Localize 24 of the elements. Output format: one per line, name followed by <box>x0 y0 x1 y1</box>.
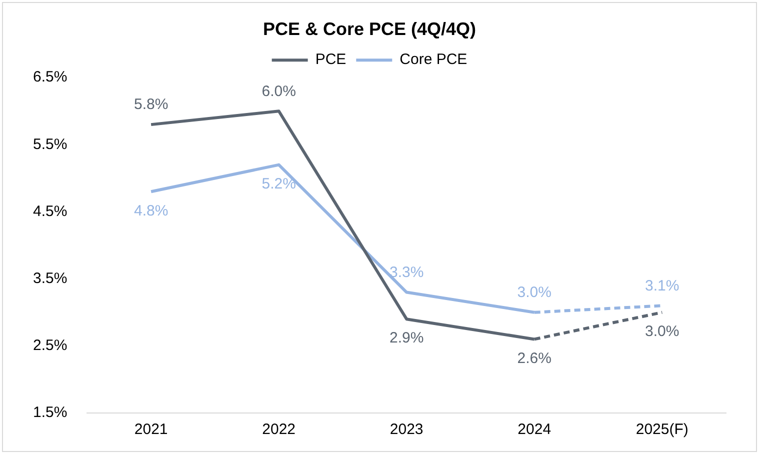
x-tick-label: 2021 <box>134 421 168 438</box>
data-label: 3.3% <box>389 264 424 281</box>
data-label: 5.8% <box>134 96 168 114</box>
y-tick-label: 1.5% <box>32 404 68 422</box>
data-label: 3.0% <box>645 323 680 340</box>
y-tick-label: 3.5% <box>32 270 68 287</box>
y-tick-label: 6.5% <box>32 68 68 86</box>
x-tick-label: 2023 <box>390 421 424 438</box>
data-label: 3.0% <box>517 284 552 302</box>
legend-label: PCE <box>315 51 346 68</box>
data-label: 2.9% <box>389 330 424 347</box>
y-tick-label: 5.5% <box>32 136 68 153</box>
y-tick-label: 4.5% <box>32 202 68 220</box>
data-label: 5.2% <box>262 175 296 192</box>
x-tick-label: 2022 <box>262 421 296 438</box>
x-tick-label: 2024 <box>518 421 552 438</box>
data-label: 3.1% <box>645 277 680 294</box>
data-label: 6.0% <box>262 82 296 100</box>
x-tick-label: 2025(F) <box>636 421 688 438</box>
y-tick-label: 2.5% <box>32 337 68 354</box>
legend-label: Core PCE <box>400 51 468 68</box>
data-label: 2.6% <box>517 350 552 367</box>
chart-title: PCE & Core PCE (4Q/4Q) <box>262 18 476 39</box>
data-label: 4.8% <box>134 202 168 220</box>
